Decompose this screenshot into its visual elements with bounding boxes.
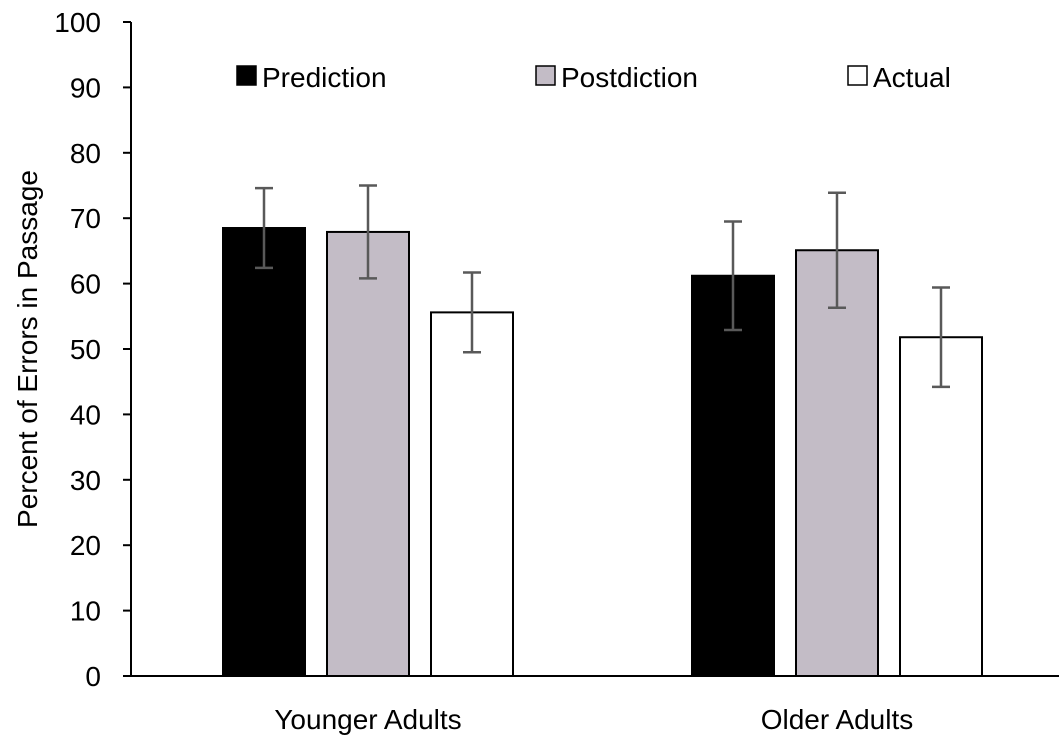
legend-swatch-actual [847,65,868,86]
bar-prediction-1 [691,274,775,677]
legend-swatch-postdiction [535,65,556,86]
legend: Prediction Postdiction Actual [236,62,951,93]
y-tick-label: 20 [70,530,101,561]
x-category-label: Older Adults [761,704,914,735]
legend-label-postdiction: Postdiction [561,62,698,93]
y-tick-label: 100 [54,7,101,38]
y-tick-label: 50 [70,334,101,365]
y-tick-label: 70 [70,203,101,234]
bar-actual-0 [430,311,514,677]
bar-prediction-0 [222,227,306,677]
y-tick-label: 30 [70,465,101,496]
x-category-label: Younger Adults [274,704,461,735]
error-bars [255,184,950,389]
y-axis-title: Percent of Errors in Passage [12,170,43,528]
bar-postdiction-0 [326,230,410,678]
bar-postdiction-1 [795,249,879,677]
bars [222,227,983,678]
y-tick-label: 60 [70,269,101,300]
legend-swatch-prediction [236,65,257,86]
y-tick-label: 90 [70,72,101,103]
x-axis-categories: Younger Adults Older Adults [274,704,913,735]
legend-label-prediction: Prediction [262,62,387,93]
legend-label-actual: Actual [873,62,951,93]
y-tick-label: 0 [85,661,101,692]
y-axis-ticks: 0 10 20 30 40 50 60 70 80 90 100 [54,7,131,692]
y-tick-label: 10 [70,596,101,627]
y-tick-label: 40 [70,399,101,430]
bar-actual-1 [899,336,983,677]
y-tick-label: 80 [70,138,101,169]
